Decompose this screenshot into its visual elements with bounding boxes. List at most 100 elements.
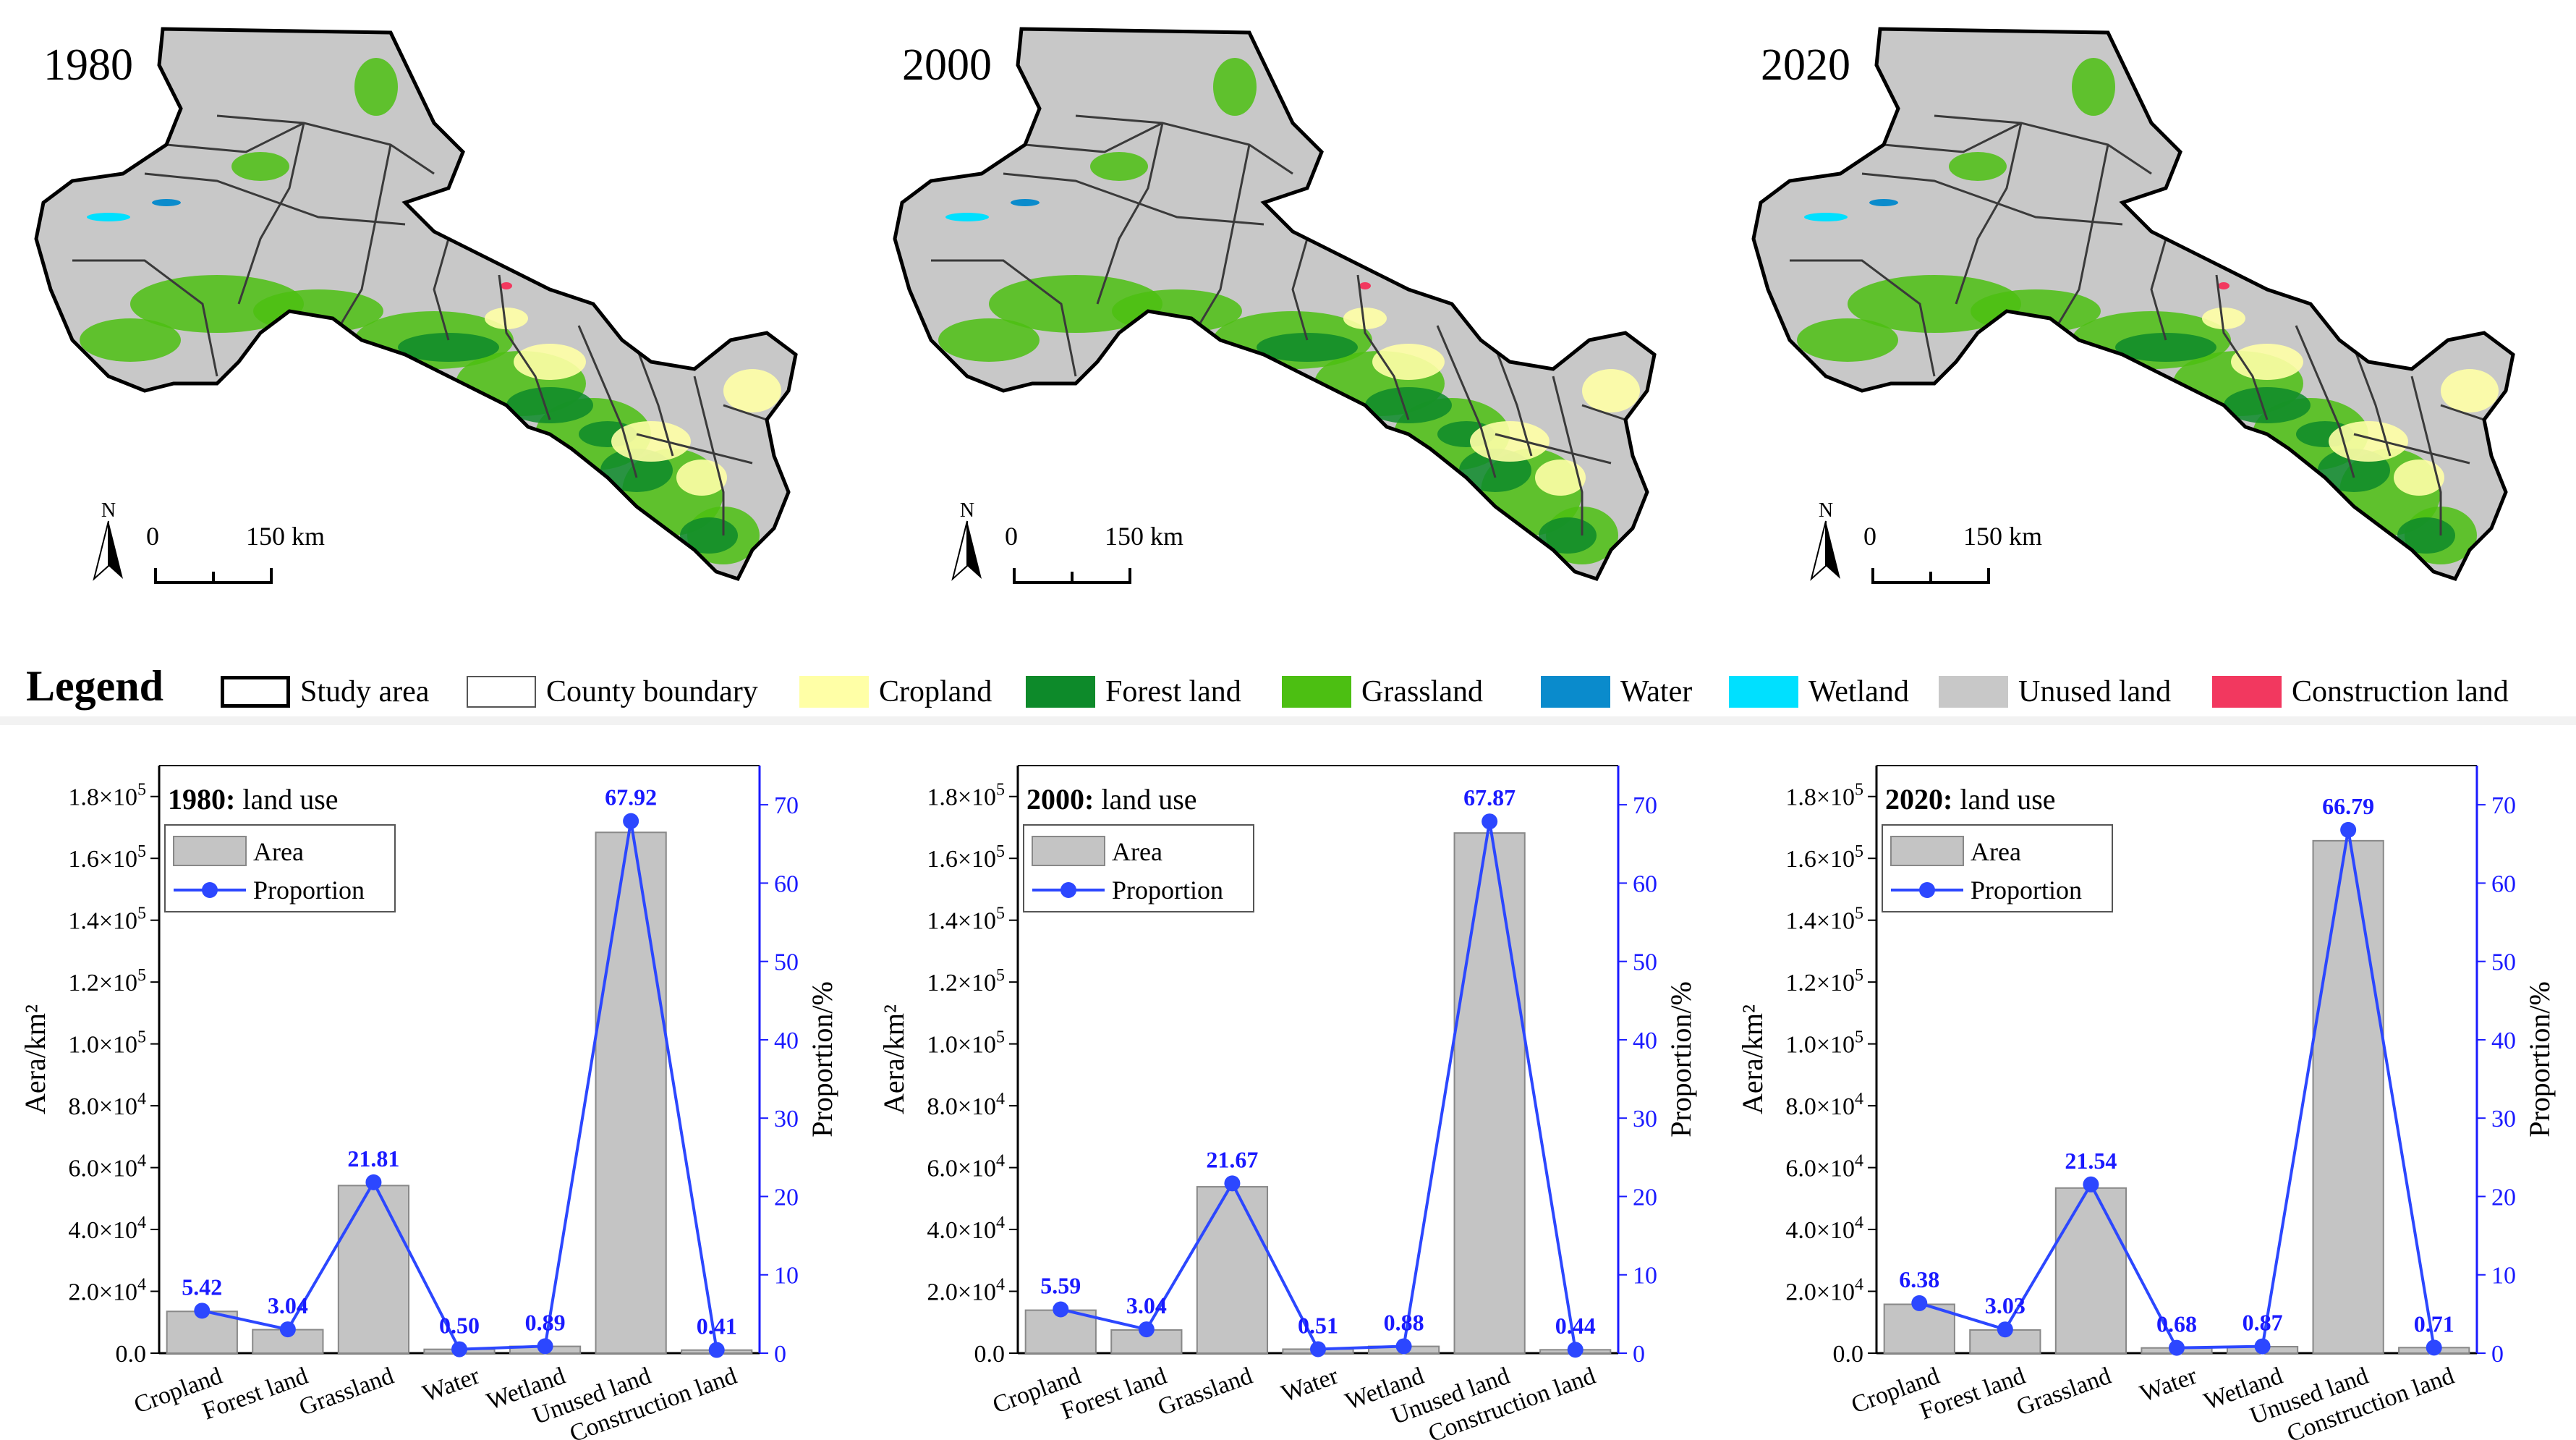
data-label: 0.44	[1555, 1313, 1596, 1339]
y-tick-exponent: 4	[996, 1276, 1005, 1295]
county-boundary	[1024, 122, 1163, 153]
y-tick-label: 1.2×105	[1785, 966, 1863, 996]
north-arrow-icon	[967, 521, 982, 579]
y2-tick-label: 0	[774, 1341, 786, 1368]
y-tick-exponent: 5	[996, 842, 1005, 861]
y-tick-label: 0.0	[116, 1341, 147, 1368]
county-boundary	[636, 433, 753, 465]
grassland-patch	[1213, 58, 1257, 116]
y-tick-mantissa: 1.2×10	[1785, 970, 1855, 996]
county-boundary	[577, 325, 638, 478]
legend-label: Cropland	[879, 675, 992, 708]
cropland-patch	[2202, 308, 2245, 329]
legend-swatch	[1729, 676, 1798, 708]
proportion-point	[2169, 1339, 2185, 1356]
area-bar	[337, 1185, 410, 1355]
y-tick-exponent: 4	[996, 1152, 1005, 1171]
y-tick-mantissa: 8.0×10	[1785, 1093, 1855, 1120]
data-label: 3.04	[268, 1292, 308, 1318]
study-area-boundary	[1751, 27, 2515, 582]
proportion-point	[2083, 1176, 2099, 1193]
data-label: 0.41	[697, 1313, 737, 1339]
scale-bar: N 0 150 km	[945, 499, 1184, 593]
county-boundary	[498, 274, 551, 420]
data-label: 0.88	[1384, 1309, 1424, 1335]
county-boundary	[72, 259, 218, 377]
y-tick-mantissa: 4.0×10	[68, 1217, 137, 1244]
y-tick-label: 2.0×104	[68, 1276, 146, 1306]
study-area-boundary	[34, 27, 798, 582]
legend-item: Cropland	[799, 673, 992, 711]
legend-swatch	[1541, 676, 1610, 708]
data-label: 0.68	[2156, 1311, 2197, 1337]
y-tick-label: 8.0×104	[927, 1090, 1005, 1120]
grassland-patch	[80, 318, 181, 362]
y-tick-exponent: 5	[137, 966, 146, 985]
y-tick-label: 1.0×105	[1785, 1028, 1863, 1059]
scale-max-label: 150 km	[246, 522, 326, 551]
legend-area-label: Area	[1112, 837, 1162, 866]
county-boundary	[2056, 144, 2109, 326]
y2-tick-label: 50	[1633, 949, 1657, 976]
y-tick-mantissa: 4.0×10	[1785, 1217, 1855, 1244]
legend-label: Grassland	[1361, 675, 1483, 708]
y2-tick-label: 30	[1633, 1106, 1657, 1132]
y-tick-mantissa: 2.0×10	[927, 1279, 996, 1306]
data-label: 0.71	[2414, 1310, 2454, 1337]
y-tick-mantissa: 1.6×10	[68, 846, 137, 873]
land-use-map	[34, 27, 798, 582]
legend-label: Forest land	[1105, 675, 1241, 708]
y2-tick-label: 10	[2491, 1263, 2516, 1289]
cropland-patch	[1343, 308, 1387, 329]
data-label: 21.67	[1206, 1146, 1258, 1172]
y2-tick-label: 10	[1633, 1263, 1657, 1289]
y2-tick-label: 60	[1633, 871, 1657, 897]
y-tick-exponent: 5	[1855, 842, 1863, 861]
legend-swatch	[1939, 676, 2008, 708]
y-tick-label: 1.8×105	[68, 781, 146, 811]
y-tick-exponent: 4	[137, 1090, 146, 1109]
y-tick-label: 8.0×104	[1785, 1090, 1863, 1120]
scale-max-label: 150 km	[1105, 522, 1184, 551]
legend-proportion-label: Proportion	[1971, 876, 2082, 905]
county-boundary	[693, 376, 725, 535]
y-tick-mantissa: 1.2×10	[68, 970, 137, 996]
county-boundary	[635, 347, 674, 457]
north-arrow-icon	[93, 520, 109, 581]
x-tick-label: Water	[2137, 1363, 2201, 1407]
proportion-point	[279, 1321, 296, 1338]
chart-title: 2020: land use	[1885, 783, 2056, 816]
y-tick-label: 1.8×105	[1785, 781, 1863, 811]
forest-patch	[1257, 333, 1358, 362]
combo-chart: 0.02.0×1044.0×1046.0×1048.0×1041.0×1051.…	[19, 765, 838, 1440]
legend-item: Forest land	[1026, 673, 1241, 711]
map-year-label: 1980	[43, 41, 133, 90]
chart-title-rest: land use	[1952, 783, 2055, 816]
legend-label: Water	[1620, 675, 1693, 708]
county-boundary	[2295, 325, 2355, 478]
scale-zero-label: 0	[146, 522, 159, 551]
grassland-patch	[231, 152, 289, 181]
data-label: 67.87	[1463, 784, 1516, 810]
y-tick-label: 0.0	[1833, 1341, 1864, 1368]
proportion-point	[365, 1174, 382, 1190]
county-boundary	[2150, 238, 2167, 341]
water-patch	[1011, 199, 1040, 206]
proportion-point	[2254, 1338, 2271, 1355]
y-tick-label: 1.4×105	[68, 905, 146, 935]
y-tick-exponent: 5	[1855, 966, 1863, 985]
legend-proportion-marker	[202, 882, 218, 898]
y2-axis-title: Proportion/%	[2523, 981, 2556, 1138]
y2-tick-label: 40	[2491, 1028, 2516, 1054]
grassland-patch	[1090, 152, 1148, 181]
scale-line	[154, 568, 273, 584]
legend-label: Unused land	[2018, 675, 2172, 708]
y-tick-mantissa: 1.8×10	[1785, 784, 1855, 811]
y-tick-label: 1.8×105	[927, 781, 1005, 811]
county-boundary	[1495, 433, 1612, 465]
proportion-point	[1911, 1295, 1928, 1311]
legend-swatch	[799, 676, 869, 708]
legend-item: Construction land	[2212, 673, 2509, 711]
y-tick-mantissa: 0.0	[974, 1341, 1006, 1368]
y2-tick-label: 40	[1633, 1028, 1657, 1054]
